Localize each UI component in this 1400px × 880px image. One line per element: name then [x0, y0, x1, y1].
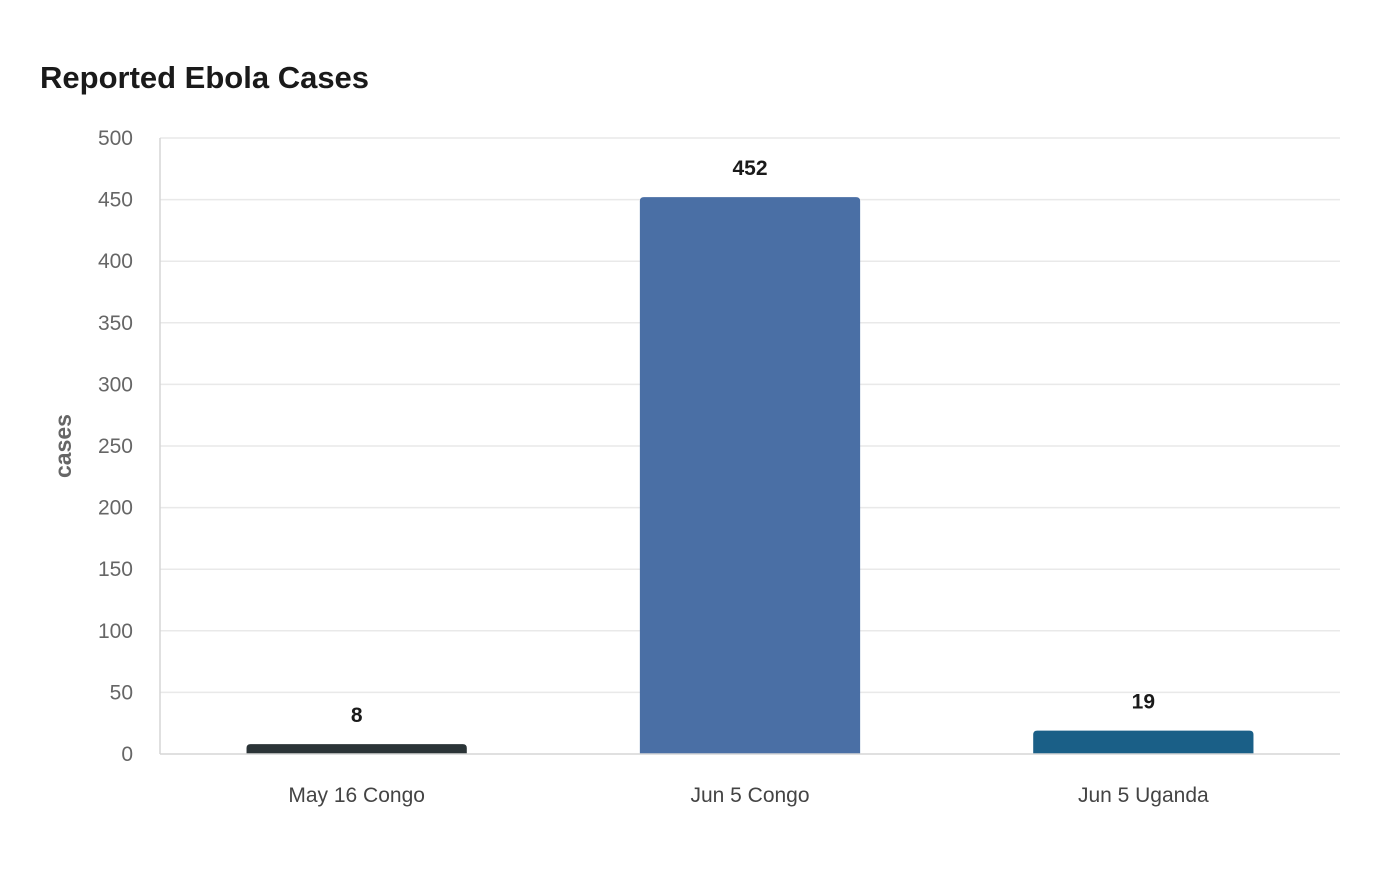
- bar: [640, 197, 860, 754]
- data-label: 452: [732, 157, 767, 180]
- y-tick-label: 100: [98, 620, 133, 643]
- y-tick-labels: 0 50 100 150 200 250 300 350 400 450 500: [98, 127, 133, 766]
- bar: [1033, 731, 1253, 754]
- y-tick-label: 0: [121, 743, 133, 766]
- data-label: 8: [351, 704, 363, 727]
- bars: [247, 197, 1254, 754]
- bar: [247, 744, 467, 754]
- y-tick-label: 150: [98, 558, 133, 581]
- x-tick-labels: May 16 Congo Jun 5 Congo Jun 5 Uganda: [288, 784, 1209, 807]
- x-tick-label: Jun 5 Congo: [690, 784, 809, 807]
- y-tick-label: 400: [98, 250, 133, 273]
- y-tick-label: 200: [98, 497, 133, 520]
- y-tick-label: 250: [98, 435, 133, 458]
- x-tick-label: Jun 5 Uganda: [1078, 784, 1209, 807]
- y-tick-label: 450: [98, 189, 133, 212]
- data-label: 19: [1132, 691, 1155, 714]
- y-axis-title: cases: [50, 414, 76, 478]
- y-tick-label: 500: [98, 127, 133, 150]
- x-tick-label: May 16 Congo: [288, 784, 425, 807]
- y-tick-label: 300: [98, 373, 133, 396]
- y-tick-label: 350: [98, 312, 133, 335]
- y-tick-label: 50: [110, 681, 133, 704]
